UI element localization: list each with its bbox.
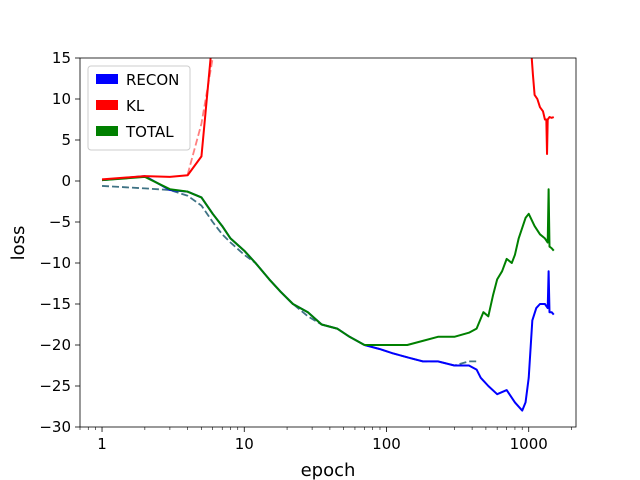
legend-label-total: TOTAL (125, 123, 174, 141)
series-line-recon (101, 175, 555, 412)
legend: RECON KL TOTAL (87, 65, 191, 151)
x-tick-label: 1 (97, 435, 107, 453)
y-tick-label: −15 (39, 295, 71, 313)
y-tick-label: 0 (61, 172, 71, 190)
x-tick-label: 10 (235, 435, 254, 453)
series-line-kl (101, 58, 212, 181)
legend-label-kl: KL (126, 97, 145, 115)
legend-swatch-total (96, 126, 118, 136)
legend-swatch-recon (96, 74, 118, 84)
y-tick-label: 10 (52, 90, 71, 108)
y-tick-label: −5 (49, 213, 71, 231)
series-layer (101, 58, 555, 412)
x-axis-label: epoch (301, 460, 356, 480)
x-tick-label: 1000 (510, 435, 548, 453)
y-tick-label: −20 (39, 336, 71, 354)
y-tick-label: 15 (52, 49, 71, 67)
series-line-total (101, 175, 555, 346)
series-line-kl-dashed (186, 58, 214, 175)
legend-label-recon: RECON (126, 71, 179, 89)
y-axis-ticks: 15 10 5 0 −5 −10 −15 −20 −25 −30 (39, 49, 80, 436)
series-line-total-dashed (101, 185, 477, 367)
plot-area-frame (79, 57, 577, 428)
y-tick-label: −25 (39, 377, 71, 395)
series-line-kl (530, 58, 555, 155)
y-tick-label: −10 (39, 254, 71, 272)
y-tick-label: −30 (39, 418, 71, 436)
y-axis-label: loss (8, 226, 29, 261)
x-tick-label: 100 (372, 435, 401, 453)
x-axis-ticks: 1 10 100 1000 (79, 427, 572, 453)
legend-swatch-kl (96, 100, 118, 110)
y-tick-label: 5 (61, 131, 71, 149)
